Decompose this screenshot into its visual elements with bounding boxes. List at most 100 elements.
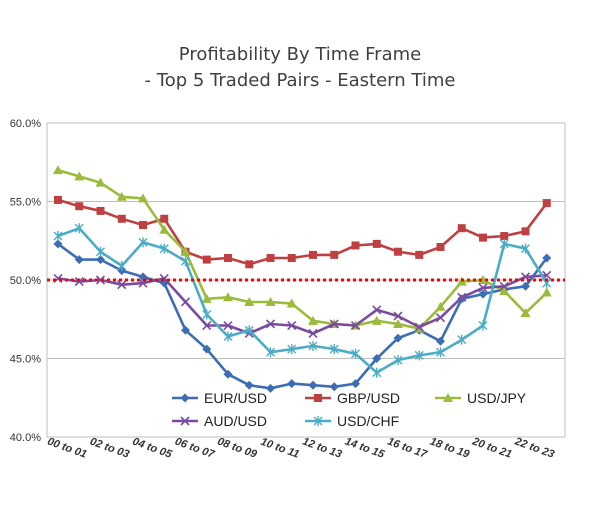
data-point bbox=[180, 393, 190, 403]
data-point bbox=[435, 313, 446, 323]
data-point bbox=[499, 281, 509, 291]
data-point bbox=[202, 344, 212, 354]
data-point bbox=[95, 177, 106, 187]
legend-label: USD/JPY bbox=[467, 390, 527, 406]
data-point bbox=[521, 281, 530, 291]
data-point bbox=[520, 307, 531, 317]
data-point bbox=[223, 292, 233, 302]
data-point bbox=[308, 380, 318, 390]
legend-item: GBP/USD bbox=[305, 390, 400, 406]
data-point bbox=[415, 250, 424, 259]
x-tick-label: 14 to 15 bbox=[343, 436, 386, 462]
data-point bbox=[436, 347, 445, 358]
data-point bbox=[202, 309, 212, 320]
data-point bbox=[308, 315, 318, 325]
x-tick-label: 08 to 09 bbox=[216, 436, 259, 462]
data-point bbox=[372, 305, 382, 315]
data-point bbox=[266, 254, 275, 263]
data-point bbox=[308, 340, 318, 351]
data-point bbox=[244, 380, 254, 390]
x-tick-label: 22 to 23 bbox=[512, 435, 556, 461]
data-point bbox=[521, 243, 530, 254]
series-aud-usd bbox=[53, 270, 552, 338]
y-tick-label: 45.0% bbox=[10, 354, 41, 366]
data-point bbox=[478, 283, 488, 293]
data-point bbox=[54, 195, 62, 204]
data-point bbox=[180, 246, 191, 256]
legend-item: USD/JPY bbox=[435, 390, 527, 406]
x-tick-label: 04 to 05 bbox=[131, 436, 174, 462]
data-point bbox=[180, 297, 191, 307]
data-point bbox=[138, 193, 148, 203]
data-point bbox=[499, 238, 509, 249]
data-point bbox=[287, 344, 297, 355]
y-tick-label: 50.0% bbox=[10, 275, 41, 287]
data-point bbox=[53, 231, 63, 242]
data-point bbox=[329, 382, 339, 392]
data-point bbox=[499, 285, 510, 295]
data-point bbox=[351, 348, 360, 359]
data-point bbox=[351, 241, 360, 250]
data-point bbox=[159, 224, 170, 234]
data-point bbox=[478, 289, 488, 299]
data-point bbox=[202, 255, 211, 264]
data-point bbox=[478, 275, 488, 284]
legend-label: AUD/USD bbox=[204, 413, 267, 429]
x-tick-label: 02 to 03 bbox=[88, 436, 131, 461]
data-point bbox=[500, 232, 509, 241]
data-point bbox=[350, 320, 361, 331]
legend: EUR/USD GBP/USD USD/JPY AUD/USD USD/CHF bbox=[172, 390, 527, 429]
data-point bbox=[351, 379, 360, 389]
y-tick-label: 55.0% bbox=[10, 197, 41, 209]
data-point bbox=[372, 354, 382, 363]
data-point bbox=[75, 202, 84, 211]
data-point bbox=[436, 243, 445, 252]
legend-label: USD/CHF bbox=[337, 413, 399, 429]
data-point bbox=[74, 277, 84, 287]
legend-item: AUD/USD bbox=[172, 413, 267, 429]
data-point bbox=[160, 214, 169, 223]
data-point bbox=[309, 250, 317, 259]
data-point bbox=[201, 293, 212, 303]
data-point bbox=[308, 328, 318, 338]
data-point bbox=[314, 394, 322, 402]
data-point bbox=[541, 287, 552, 297]
chart-title: Profitability By Time Frame bbox=[178, 44, 422, 65]
data-point bbox=[330, 250, 339, 259]
data-point bbox=[96, 246, 105, 257]
data-point bbox=[74, 255, 84, 265]
data-point bbox=[181, 325, 190, 335]
data-point bbox=[265, 319, 276, 329]
data-point bbox=[117, 280, 127, 290]
data-point bbox=[457, 292, 467, 302]
data-point bbox=[245, 260, 254, 269]
data-point bbox=[266, 383, 275, 393]
data-point bbox=[117, 260, 127, 271]
data-point bbox=[372, 367, 382, 378]
x-tick-label: 10 to 11 bbox=[259, 436, 301, 461]
data-point bbox=[244, 325, 254, 336]
data-point bbox=[224, 254, 232, 263]
x-tick-label: 00 to 01 bbox=[46, 436, 89, 461]
data-point bbox=[521, 227, 530, 236]
data-point bbox=[181, 256, 190, 267]
legend-label: GBP/USD bbox=[337, 390, 400, 406]
data-point bbox=[393, 311, 403, 321]
data-point bbox=[266, 347, 275, 358]
data-point bbox=[443, 393, 453, 402]
data-point bbox=[393, 318, 403, 328]
data-point bbox=[313, 416, 323, 426]
data-point bbox=[414, 322, 424, 332]
data-point bbox=[116, 191, 127, 201]
x-tick-label: 18 to 19 bbox=[428, 436, 471, 462]
data-point bbox=[180, 416, 190, 426]
data-point bbox=[223, 369, 233, 379]
data-point bbox=[286, 298, 297, 308]
data-point bbox=[74, 223, 84, 234]
data-point bbox=[414, 350, 424, 361]
data-point bbox=[223, 320, 233, 331]
data-point bbox=[53, 165, 63, 175]
data-point bbox=[96, 255, 105, 265]
data-point bbox=[287, 254, 296, 263]
